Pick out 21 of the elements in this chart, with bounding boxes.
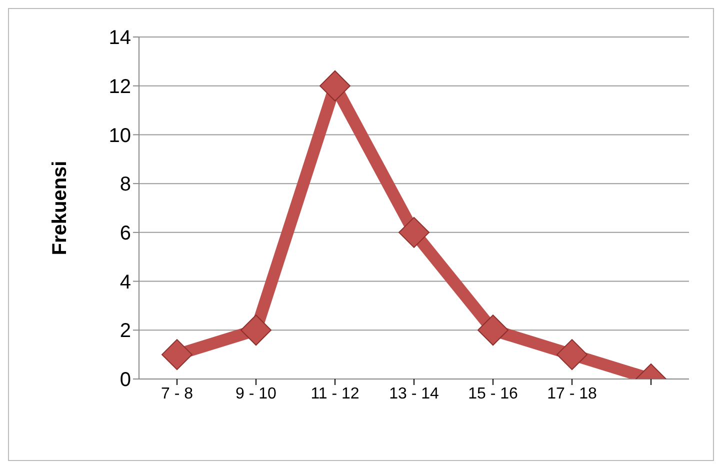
x-tick-label: 9 - 10 <box>236 385 277 402</box>
y-tick-label: 12 <box>108 76 131 98</box>
y-tick-label: 2 <box>120 320 131 342</box>
y-tick-label: 8 <box>120 174 131 196</box>
x-tick-label: 7 - 8 <box>160 385 194 402</box>
y-tick-label: 0 <box>120 369 131 392</box>
x-tick-label: 11 - 12 <box>310 385 360 402</box>
y-tick-label: 4 <box>120 271 131 294</box>
y-tick-label: 10 <box>108 124 131 147</box>
point <box>556 339 588 370</box>
x-tick-label: 13 - 14 <box>389 385 440 402</box>
y-axis-title: Frekuensi <box>49 160 72 256</box>
point <box>398 216 430 248</box>
point <box>478 314 508 346</box>
point <box>162 339 192 370</box>
point <box>320 70 350 102</box>
x-tick-label: 15 - 16 <box>468 385 518 402</box>
y-tick-label: 6 <box>120 222 131 245</box>
point <box>240 314 272 346</box>
x-tick-label: 17 - 18 <box>547 385 598 402</box>
y-tick-label: 14 <box>108 27 131 50</box>
